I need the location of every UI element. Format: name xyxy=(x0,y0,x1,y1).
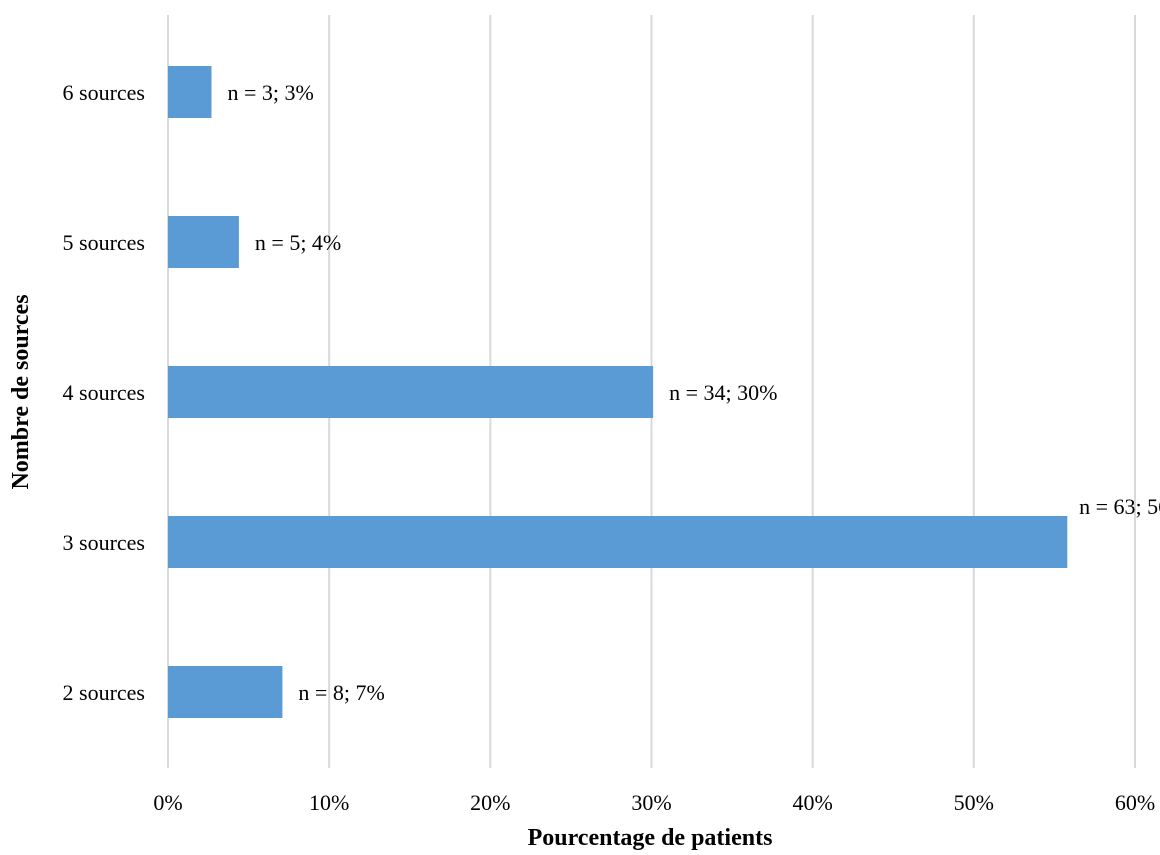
data-label: n = 5; 4% xyxy=(255,230,341,255)
bar-3-sources xyxy=(168,516,1068,568)
bar-4-sources xyxy=(168,366,654,418)
data-label: n = 63; 56% xyxy=(1079,494,1160,519)
category-label: 3 sources xyxy=(63,530,145,555)
bars xyxy=(168,66,1068,718)
data-label: n = 3; 3% xyxy=(228,80,314,105)
x-tick-label: 30% xyxy=(631,790,671,815)
category-label: 5 sources xyxy=(63,230,145,255)
x-tick-label: 40% xyxy=(793,790,833,815)
bar-5-sources xyxy=(168,216,239,268)
x-tick-label: 60% xyxy=(1115,790,1155,815)
category-label: 6 sources xyxy=(63,80,145,105)
x-axis-title: Pourcentage de patients xyxy=(528,825,773,850)
x-tick-label: 0% xyxy=(153,790,182,815)
category-label: 2 sources xyxy=(63,680,145,705)
category-axis: 2 sources 3 sources 4 sources 5 sources 6 so… xyxy=(63,80,145,705)
bar-2-sources xyxy=(168,666,283,718)
y-axis-title: Nombre de sources xyxy=(8,294,34,489)
bar-6-sources xyxy=(168,66,212,118)
value-axis: 0% 10% 20% 30% 40% 50% 60% xyxy=(153,790,1155,815)
x-tick-label: 50% xyxy=(954,790,994,815)
x-tick-label: 20% xyxy=(470,790,510,815)
category-label: 4 sources xyxy=(63,380,145,405)
data-label: n = 8; 7% xyxy=(298,680,384,705)
data-label: n = 34; 30% xyxy=(669,380,777,405)
data-labels: n = 8; 7% n = 63; 56% n = 34; 30% n = 5; 4%… xyxy=(228,80,1160,705)
x-tick-label: 10% xyxy=(309,790,349,815)
